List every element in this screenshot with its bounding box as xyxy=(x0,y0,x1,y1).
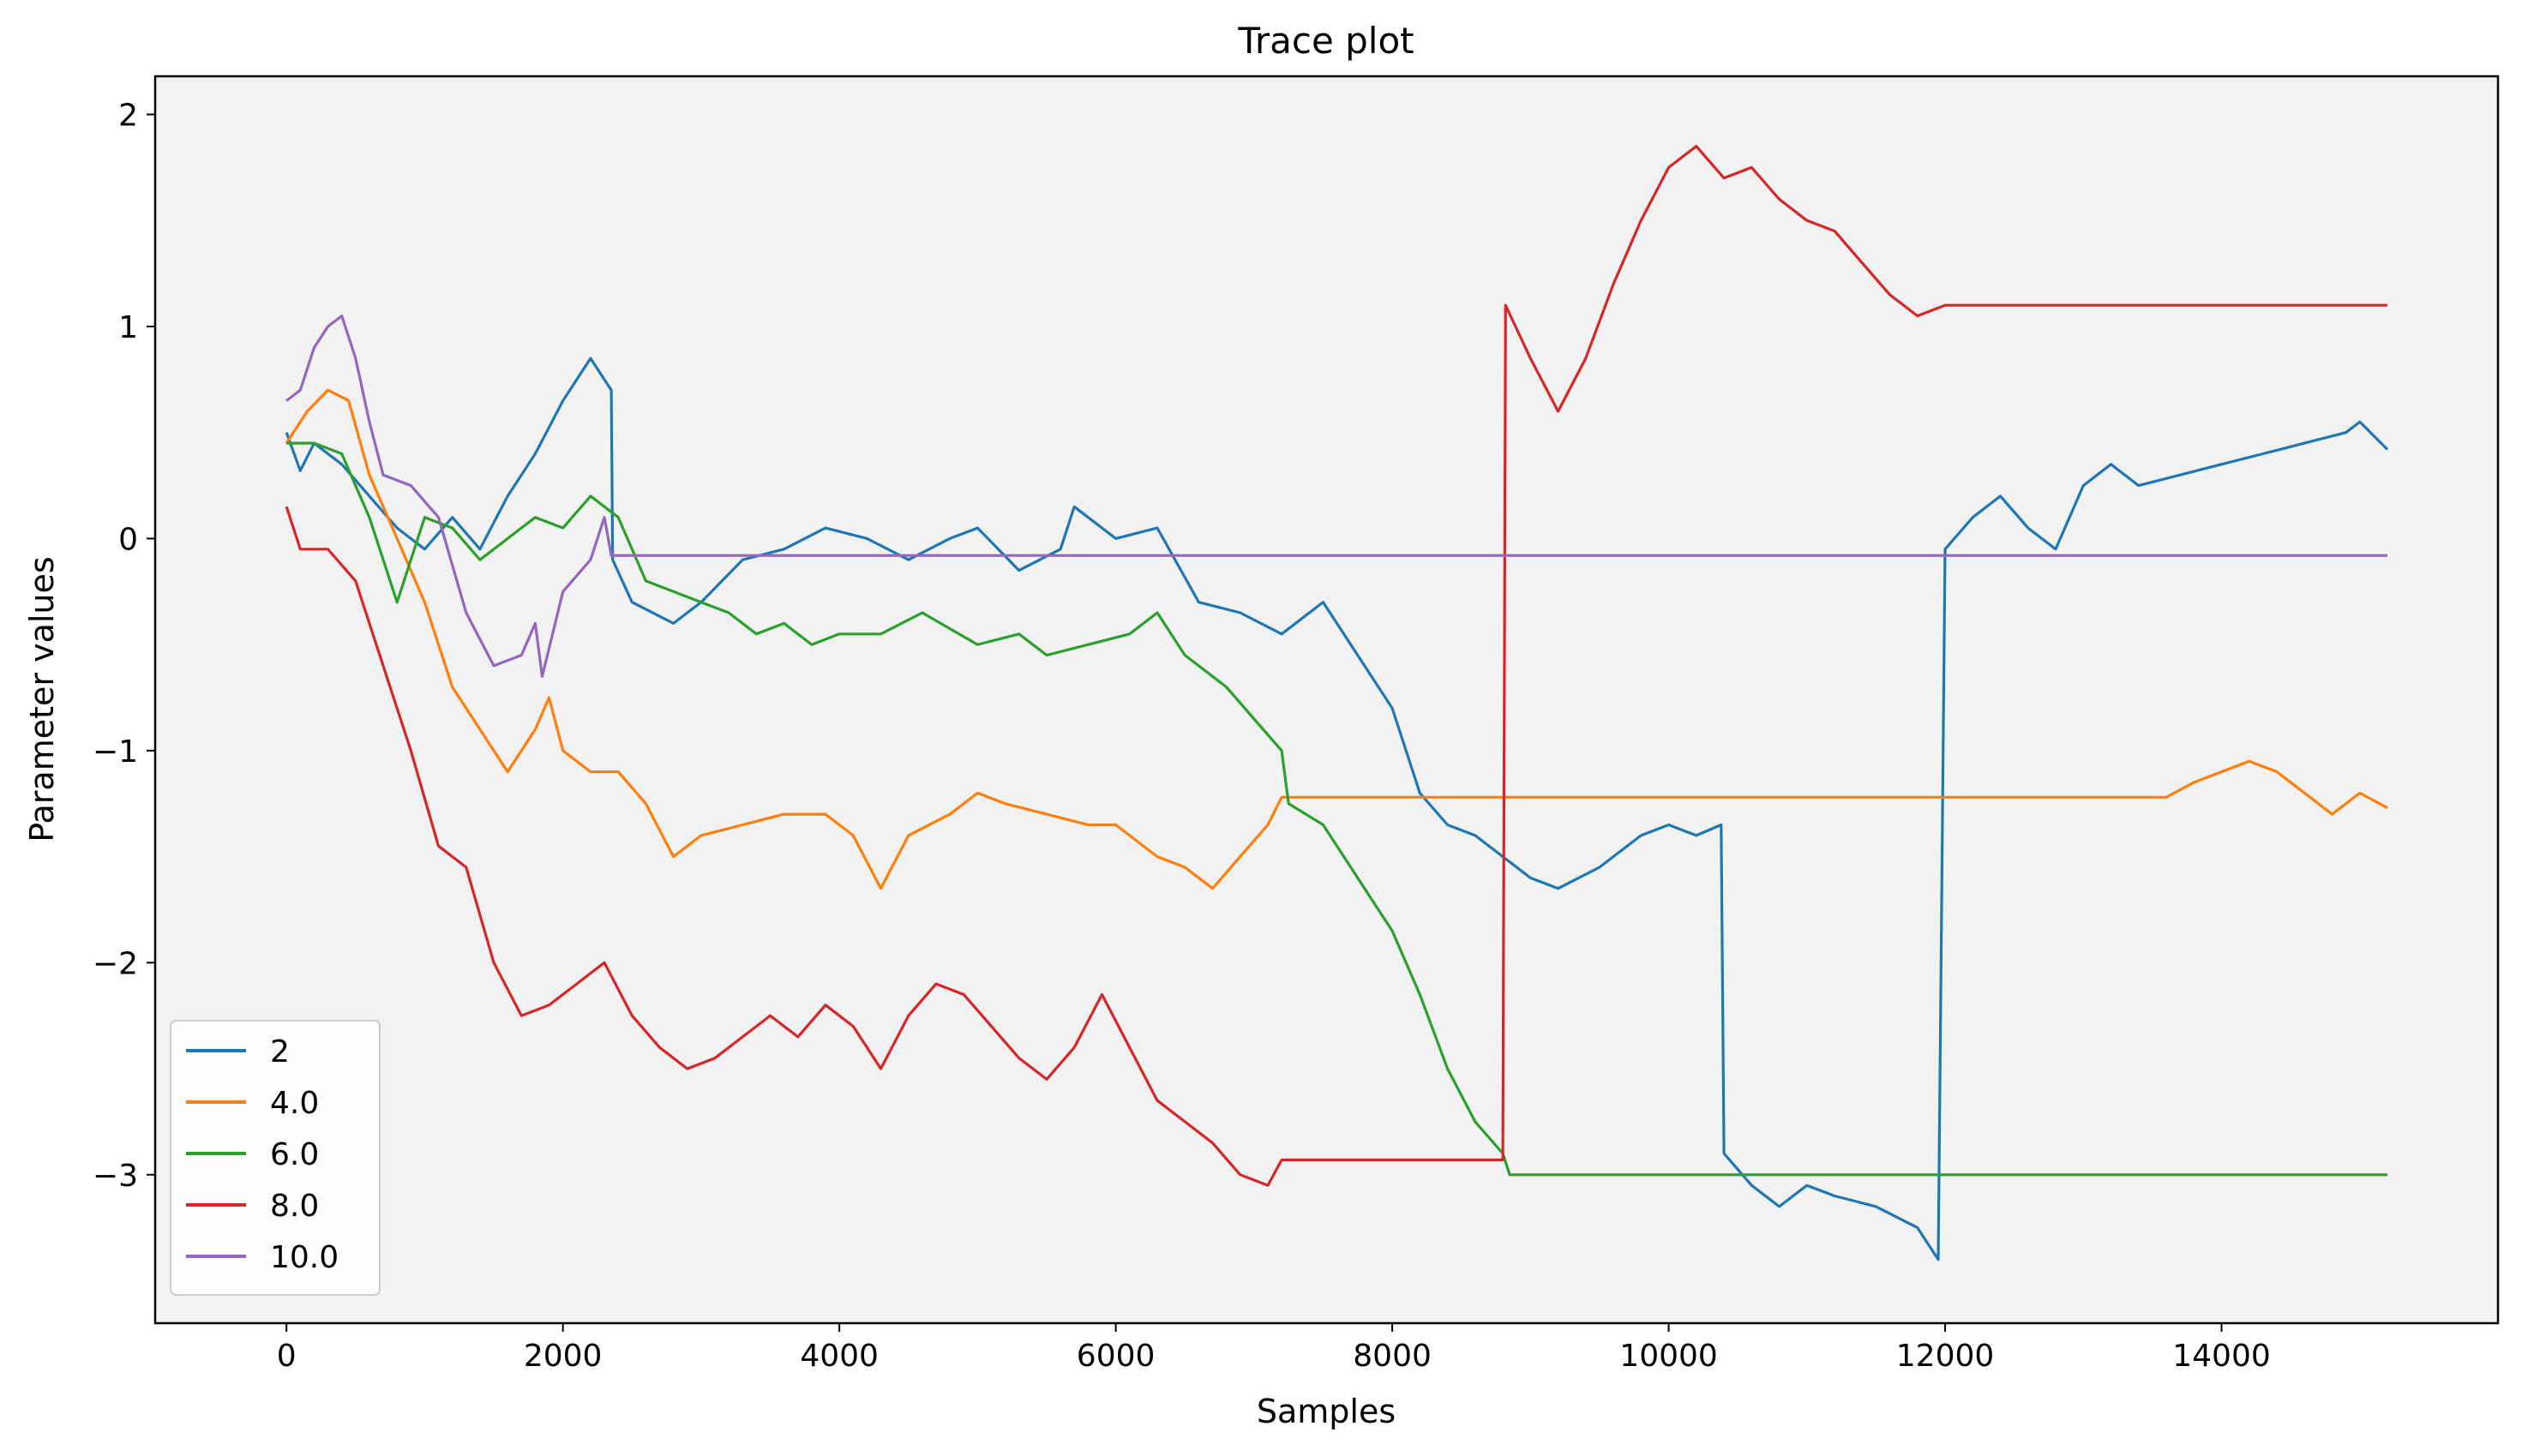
y-tick-label: −2 xyxy=(93,946,138,981)
x-tick-label: 14000 xyxy=(2172,1339,2271,1374)
x-tick-label: 12000 xyxy=(1896,1339,1995,1374)
x-tick-label: 4000 xyxy=(800,1339,879,1374)
x-tick-label: 6000 xyxy=(1077,1339,1156,1374)
legend: 2 4.0 6.0 8.0 10.0 xyxy=(170,1020,381,1296)
series-line-0 xyxy=(285,357,2389,1261)
y-tick-label: 2 xyxy=(118,99,138,134)
legend-label: 10.0 xyxy=(270,1240,339,1275)
y-axis-label: Parameter values xyxy=(23,556,61,842)
y-tick-label: 1 xyxy=(118,310,138,345)
legend-label: 8.0 xyxy=(270,1189,319,1224)
legend-label: 2 xyxy=(270,1034,290,1070)
legend-box xyxy=(170,1020,381,1296)
series-line-4 xyxy=(285,315,2387,678)
legend-label: 6.0 xyxy=(270,1137,319,1172)
plot-area xyxy=(155,76,2498,1323)
x-axis-ticks: 0 2000 4000 6000 8000 10000 12000 14000 xyxy=(277,1323,2271,1374)
x-tick-label: 10000 xyxy=(1619,1339,1718,1374)
chart-title: Trace plot xyxy=(1237,20,1414,62)
x-tick-label: 8000 xyxy=(1353,1339,1432,1374)
plot-frame xyxy=(153,75,2500,1325)
x-tick-label: 2000 xyxy=(524,1339,603,1374)
legend-label: 4.0 xyxy=(270,1086,319,1121)
y-tick-label: −3 xyxy=(93,1159,138,1194)
y-axis-ticks: −3 −2 −1 0 1 2 xyxy=(93,99,155,1194)
series-line-1 xyxy=(285,388,2388,890)
series-layer xyxy=(285,145,2389,1261)
series-line-2 xyxy=(286,441,2387,1177)
x-axis-label: Samples xyxy=(1257,1393,1396,1430)
series-line-3 xyxy=(285,145,2387,1187)
y-tick-label: 0 xyxy=(118,522,138,557)
y-tick-label: −1 xyxy=(93,734,138,770)
x-tick-label: 0 xyxy=(277,1339,297,1374)
